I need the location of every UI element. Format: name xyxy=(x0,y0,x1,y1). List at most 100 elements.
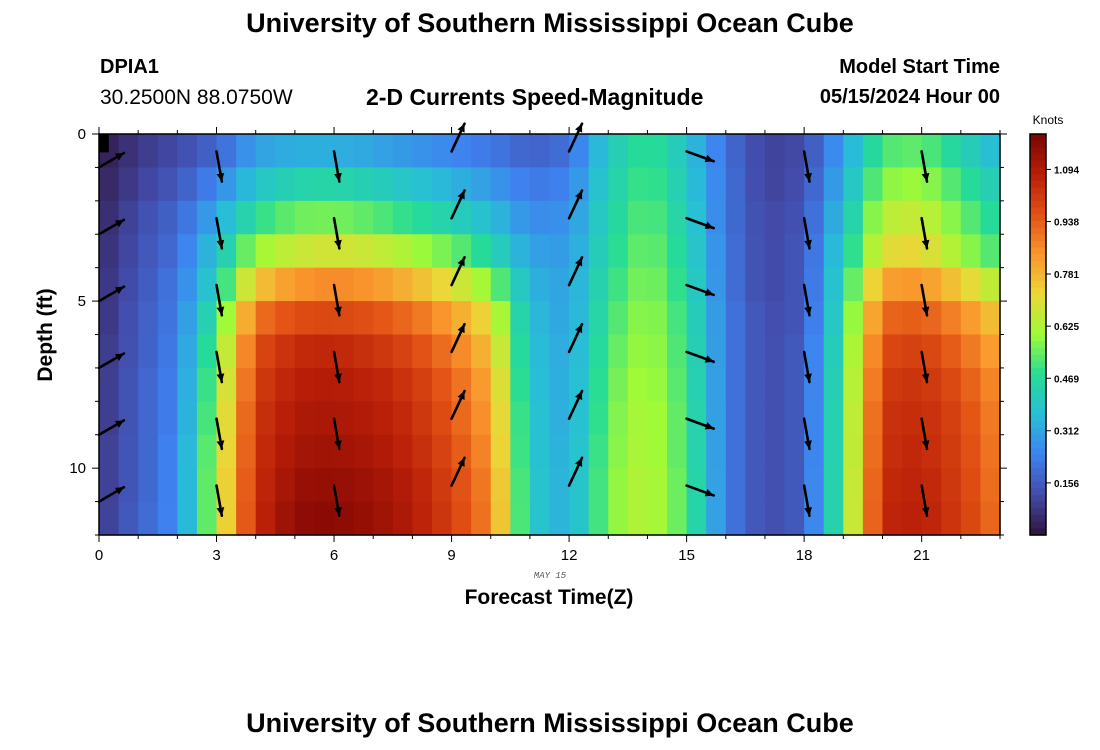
heatmap-cell xyxy=(725,367,746,402)
heatmap-cell xyxy=(764,334,786,369)
heatmap-cell xyxy=(373,134,394,169)
colorbar-tick-label: 0.469 xyxy=(1054,374,1079,385)
heatmap-cell xyxy=(706,200,727,235)
heatmap-cell xyxy=(627,301,649,336)
colorbar-segment xyxy=(1030,234,1046,242)
current-vector-arrow xyxy=(332,150,342,183)
colorbar-segment xyxy=(1030,354,1046,362)
heatmap-cell xyxy=(902,501,923,536)
heatmap-cell xyxy=(823,434,844,469)
heatmap-cell xyxy=(960,468,982,503)
heatmap-cell xyxy=(608,367,629,402)
heatmap-cell xyxy=(138,167,159,202)
heatmap-cell xyxy=(294,267,316,302)
heatmap-cell xyxy=(549,334,570,369)
heatmap-cell xyxy=(725,234,746,269)
colorbar-segment xyxy=(1030,294,1046,302)
colorbar-segment xyxy=(1030,187,1046,195)
heatmap-cell xyxy=(862,167,884,202)
colorbar-segment xyxy=(1030,314,1046,322)
heatmap-cell xyxy=(118,134,139,169)
heatmap-cell xyxy=(627,200,649,235)
heatmap-cell xyxy=(627,367,649,402)
heatmap-cell xyxy=(784,301,805,336)
heatmap-cell xyxy=(529,468,551,503)
heatmap-cell xyxy=(157,434,178,469)
heatmap-cell xyxy=(921,267,942,302)
heatmap-cell xyxy=(216,334,237,369)
heatmap-cell xyxy=(392,468,413,503)
heatmap-cell xyxy=(334,200,355,235)
colorbar-segment xyxy=(1030,254,1046,262)
heatmap-cell xyxy=(451,167,472,202)
colorbar-segment xyxy=(1030,494,1046,503)
colorbar-segment xyxy=(1030,281,1046,289)
heatmap-cell xyxy=(177,234,198,269)
heatmap-cell xyxy=(314,468,335,503)
heatmap-cell xyxy=(510,434,531,469)
colorbar-segment xyxy=(1030,214,1046,222)
heatmap-cell xyxy=(157,501,178,536)
heatmap-cell xyxy=(471,267,492,302)
heatmap-cell xyxy=(412,234,433,269)
heatmap-cell xyxy=(686,167,707,202)
heatmap-cell xyxy=(392,267,413,302)
heatmap-cell xyxy=(510,401,531,436)
heatmap-cell xyxy=(529,401,551,436)
heatmap-cell xyxy=(960,167,982,202)
heatmap-cell xyxy=(921,468,942,503)
heatmap-cell xyxy=(960,301,982,336)
heatmap-cell xyxy=(843,267,864,302)
heatmap-cell xyxy=(667,134,688,169)
heatmap-cell xyxy=(255,234,276,269)
heatmap-cell xyxy=(823,234,844,269)
heatmap-cell xyxy=(373,234,394,269)
heatmap-cell xyxy=(275,401,296,436)
x-tick-label: 18 xyxy=(796,547,813,564)
heatmap-cell xyxy=(980,401,1001,436)
heatmap-cell xyxy=(764,367,786,402)
heatmap-cell xyxy=(843,301,864,336)
heatmap-cell xyxy=(216,468,237,503)
current-vector-arrow xyxy=(97,352,126,370)
heatmap-cell xyxy=(960,234,982,269)
heatmap-cell xyxy=(118,334,139,369)
date-label: MAY 15 xyxy=(534,571,567,581)
heatmap-cell xyxy=(843,401,864,436)
heatmap-cell xyxy=(314,167,335,202)
heatmap-cell xyxy=(804,334,825,369)
colorbar-unit-label: Knots xyxy=(1033,113,1064,127)
heatmap-cell xyxy=(510,167,531,202)
heatmap-cell xyxy=(236,501,257,536)
model-start-time-label: Model Start Time xyxy=(839,56,1000,78)
heatmap-cell xyxy=(784,200,805,235)
colorbar-segment xyxy=(1030,401,1046,409)
heatmap-cell xyxy=(334,267,355,302)
heatmap-cell xyxy=(451,468,472,503)
heatmap-cell xyxy=(980,501,1001,536)
heatmap-cell xyxy=(275,367,296,402)
heatmap-cell xyxy=(392,234,413,269)
heatmap-cell xyxy=(902,334,923,369)
heatmap-cell xyxy=(706,468,727,503)
heatmap-cell xyxy=(706,234,727,269)
heatmap-cell xyxy=(941,367,962,402)
heatmap-cell xyxy=(138,234,159,269)
heatmap-cell xyxy=(392,134,413,169)
current-vector-arrow xyxy=(215,350,225,384)
heatmap-cell xyxy=(294,501,316,536)
heatmap-cell xyxy=(588,334,609,369)
heatmap-cell xyxy=(196,401,218,436)
colorbar-segment xyxy=(1030,441,1046,449)
heatmap-cell xyxy=(784,468,805,503)
colorbar-segment xyxy=(1030,140,1046,148)
current-vector-arrow xyxy=(802,150,812,183)
heatmap-cell xyxy=(431,434,453,469)
heatmap-cell xyxy=(294,167,316,202)
heatmap-cell xyxy=(980,301,1001,336)
heatmap-cell xyxy=(490,401,511,436)
heatmap-cell xyxy=(960,401,982,436)
current-vector-arrow xyxy=(685,283,715,297)
heatmap-cell xyxy=(412,501,433,536)
